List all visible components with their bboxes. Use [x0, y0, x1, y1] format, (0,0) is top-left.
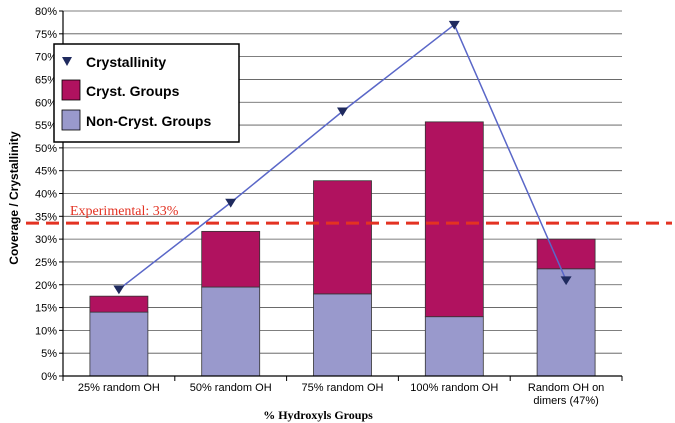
y-tick-label: 70% [35, 52, 57, 64]
legend-swatch-cryst [61, 79, 81, 101]
crystallinity-marker [337, 107, 348, 117]
y-tick-label: 20% [35, 280, 57, 292]
crystallinity-marker [225, 198, 237, 208]
x-axis-ticks: 25% random OH 50% random OH 75% random OH 1… [62, 376, 623, 407]
bar-non-cryst [424, 316, 484, 377]
x-axis-label: % Hydroxyls Groups [263, 408, 373, 422]
bar-cryst [536, 238, 596, 270]
x-tick-label: 100% random OH [410, 382, 498, 394]
y-tick-label: 60% [35, 97, 57, 109]
y-tick-label: 65% [35, 74, 57, 86]
bars [89, 121, 596, 377]
bar-non-cryst [201, 286, 261, 377]
y-tick-label: 40% [35, 189, 57, 201]
bar-cryst [424, 121, 484, 318]
crystallinity-marker [448, 20, 460, 30]
legend: Crystallinity Cryst. Groups Non-Cryst. G… [53, 43, 240, 143]
x-tick-label: Random OH on dimers (47%) [528, 382, 604, 407]
y-tick-label: 75% [35, 29, 57, 41]
y-tick-label: 25% [35, 257, 57, 269]
y-tick-label: 5% [41, 348, 57, 360]
x-tick-label: 50% random OH [190, 382, 272, 394]
x-tick-label: 75% random OH [302, 382, 384, 394]
legend-crystallinity-marker [62, 57, 72, 66]
y-tick-label: 15% [35, 303, 57, 315]
y-axis-label: Coverage / Crystallinity [7, 131, 21, 265]
y-axis-ticks: 0% 5% 10% 15% 20% 25% 30% 35% 40% 45% 50% 55% 60% 65%… [35, 6, 63, 383]
crystallinity-marker [113, 285, 125, 295]
y-tick-label: 80% [35, 6, 57, 18]
crystallinity-marker [560, 276, 572, 286]
y-tick-label: 55% [35, 120, 57, 132]
x-tick-label: 25% random OH [78, 382, 160, 394]
y-tick-label: 0% [41, 371, 57, 383]
legend-label-noncryst: Non-Cryst. Groups [86, 113, 211, 129]
bar-cryst [89, 295, 149, 313]
bar-cryst [313, 180, 372, 295]
bar-non-cryst [89, 311, 149, 377]
bar-non-cryst [313, 293, 372, 377]
legend-label-cryst: Cryst. Groups [86, 83, 180, 99]
legend-box [53, 43, 240, 143]
y-tick-label: 45% [35, 166, 57, 178]
crystallinity-series [113, 20, 572, 295]
y-tick-label: 35% [35, 211, 57, 223]
bar-cryst [201, 230, 261, 288]
bar-non-cryst [536, 268, 596, 377]
y-tick-label: 30% [35, 234, 57, 246]
reference-line-label: Experimental: 33% [70, 204, 179, 219]
reference-line-group: Experimental: 33% [26, 204, 672, 225]
legend-label-crystallinity: Crystallinity [86, 54, 166, 70]
y-tick-label: 10% [35, 325, 57, 337]
legend-swatch-noncryst [61, 109, 81, 131]
y-tick-label: 50% [35, 143, 57, 155]
